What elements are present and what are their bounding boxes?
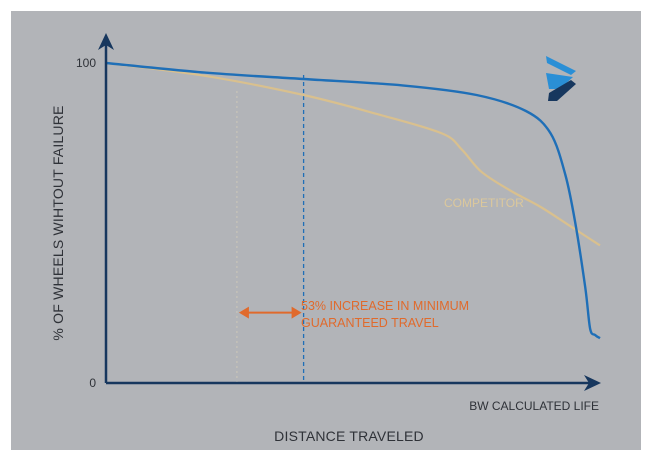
x-axis-label: DISTANCE TRAVELED — [274, 428, 424, 444]
logo-lower-chevron — [548, 80, 576, 101]
annotation-text-line1: 53% INCREASE IN MINIMUM — [301, 299, 469, 313]
y-axis-label: % OF WHEELS WIHTOUT FAILURE — [50, 105, 66, 340]
annotation-arrowhead-right-icon — [291, 306, 302, 319]
competitor-series-line — [105, 61, 601, 247]
y-tick-label-0: 0 — [89, 376, 96, 390]
annotation-arrowhead-left-icon — [238, 306, 249, 319]
chart: 0 100 % OF WHEELS WIHTOUT FAILURE DISTAN… — [50, 33, 601, 444]
logo-upper-chevron — [546, 56, 576, 89]
annotation-text-line2: GUARANTEED TRAVEL — [301, 316, 439, 330]
x-axis-arrow-icon — [584, 375, 601, 391]
chart-panel: 0 100 % OF WHEELS WIHTOUT FAILURE DISTAN… — [11, 11, 641, 450]
y-axis-arrow-icon — [98, 33, 114, 50]
y-tick-label-100: 100 — [76, 56, 96, 70]
competitor-series-label: COMPETITOR — [444, 196, 524, 210]
brand-logo-icon — [546, 56, 576, 101]
x-axis-end-label: BW CALCULATED LIFE — [469, 399, 599, 413]
bw-series-line — [105, 61, 601, 340]
